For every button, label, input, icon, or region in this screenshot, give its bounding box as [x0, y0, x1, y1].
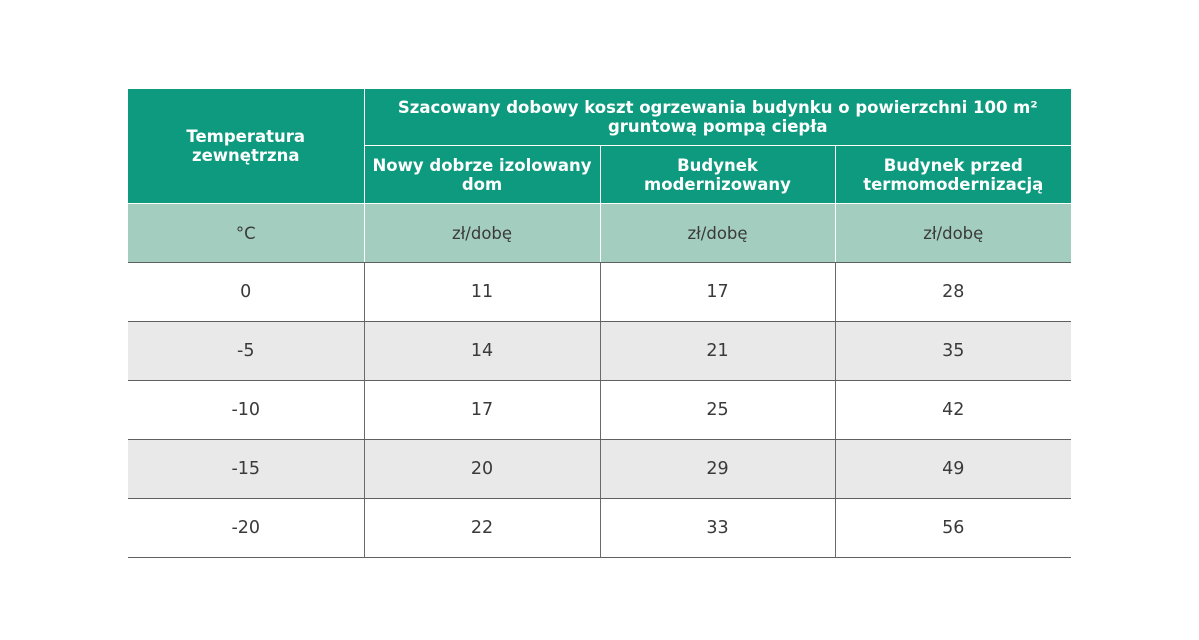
table-row: 0 11 17 28 — [128, 262, 1071, 322]
cost-cell: 11 — [363, 262, 600, 322]
cost-cell: 21 — [599, 321, 835, 381]
unit-cell-cost: zł/dobę — [834, 203, 1071, 263]
cost-cell: 42 — [834, 380, 1071, 440]
cost-cell: 28 — [834, 262, 1071, 322]
temperature-cell: -20 — [128, 498, 364, 558]
temperature-cell: -10 — [128, 380, 364, 440]
cost-group-header: Szacowany dobowy koszt ogrzewania budynk… — [363, 89, 1071, 146]
cost-cell: 56 — [834, 498, 1071, 558]
temperature-header: Temperatura zewnętrzna — [128, 89, 365, 204]
cost-cell: 17 — [599, 262, 835, 322]
table-row: -15 20 29 49 — [128, 439, 1071, 499]
cost-cell: 14 — [363, 321, 600, 381]
header-row-top: Temperatura zewnętrzna Szacowany dobowy … — [128, 89, 1071, 204]
column-header-new-house: Nowy dobrze izolowany dom — [363, 145, 601, 204]
cost-cell: 17 — [363, 380, 600, 440]
units-row: °C zł/dobę zł/dobę zł/dobę — [128, 203, 1071, 263]
header-row-sub: Nowy dobrze izolowany dom Budynek modern… — [128, 145, 1071, 204]
heating-cost-table: Temperatura zewnętrzna Szacowany dobowy … — [128, 89, 1071, 558]
cost-cell: 49 — [834, 439, 1071, 499]
heating-cost-table-container: Temperatura zewnętrzna Szacowany dobowy … — [128, 89, 1071, 558]
table-row: -5 14 21 35 — [128, 321, 1071, 381]
cost-cell: 20 — [363, 439, 600, 499]
unit-cell-temperature: °C — [128, 203, 365, 263]
cost-cell: 35 — [834, 321, 1071, 381]
temperature-cell: -15 — [128, 439, 364, 499]
cost-cell: 22 — [363, 498, 600, 558]
temperature-cell: -5 — [128, 321, 364, 381]
cost-cell: 29 — [599, 439, 835, 499]
cost-cell: 33 — [599, 498, 835, 558]
unit-cell-cost: zł/dobę — [599, 203, 836, 263]
table-row: -20 22 33 56 — [128, 498, 1071, 558]
cost-cell: 25 — [599, 380, 835, 440]
unit-cell-cost: zł/dobę — [363, 203, 601, 263]
column-header-before-modernization: Budynek przed termomodernizacją — [834, 145, 1071, 204]
column-header-modernized: Budynek modernizowany — [599, 145, 836, 204]
table-row: -10 17 25 42 — [128, 380, 1071, 440]
temperature-cell: 0 — [128, 262, 364, 322]
